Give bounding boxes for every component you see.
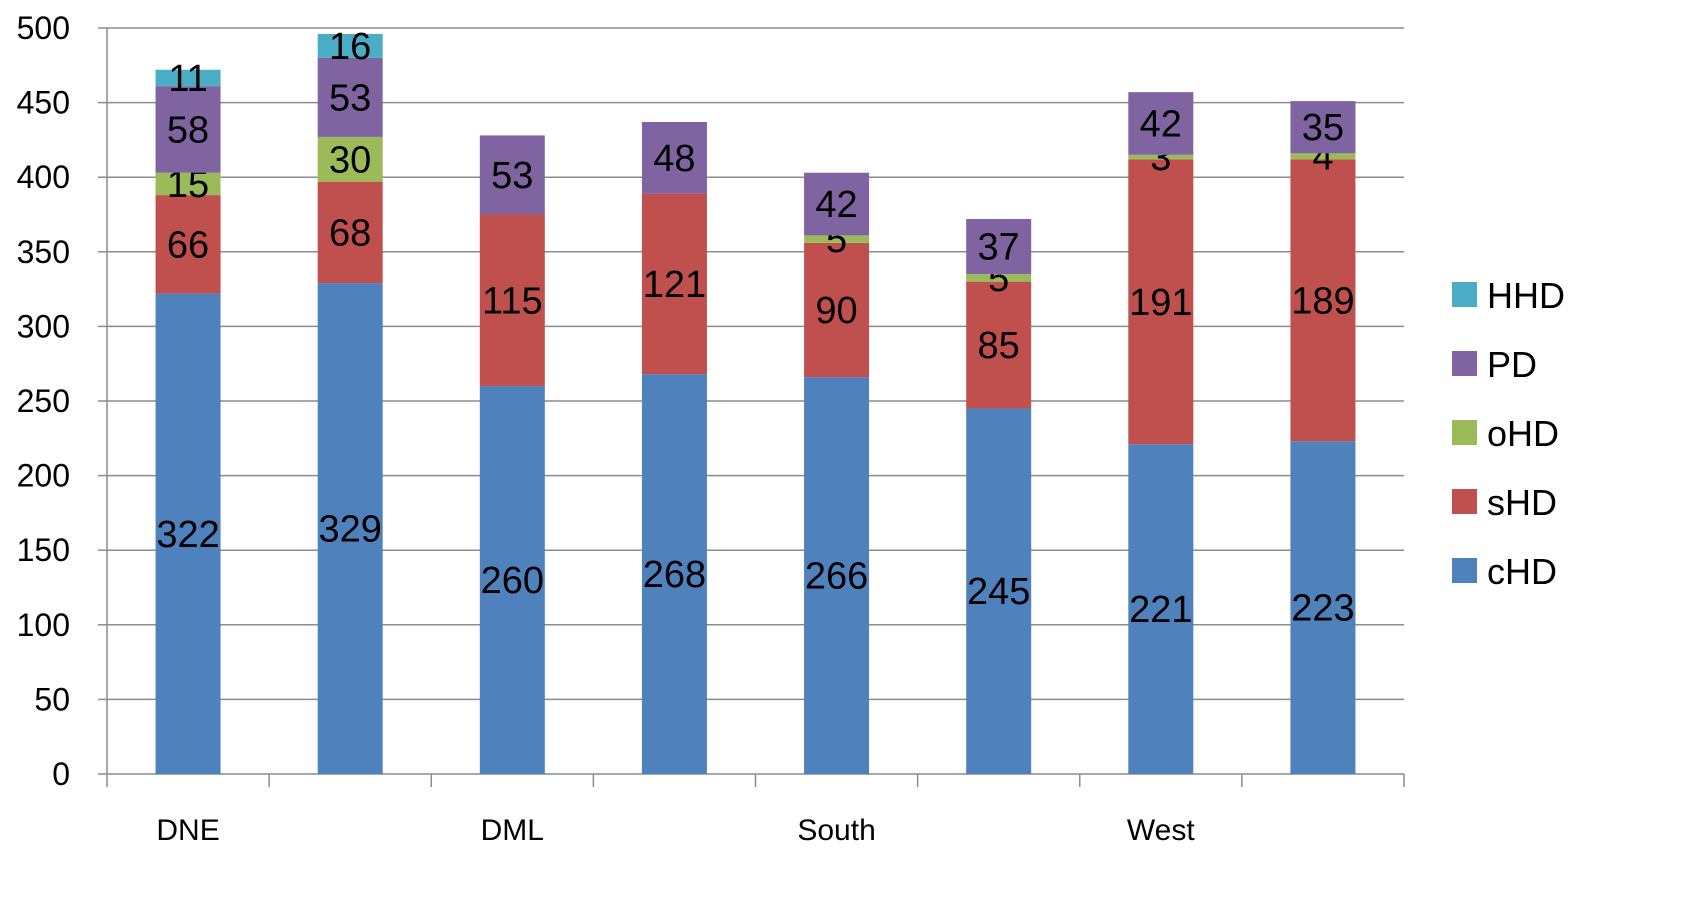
- data-label: 48: [653, 138, 695, 180]
- legend-swatch-shd: [1452, 489, 1477, 514]
- bar-segment-chd: [479, 386, 545, 774]
- data-label: 260: [481, 560, 544, 602]
- bar-segment-shd: [479, 214, 545, 387]
- x-category-label: DML: [481, 814, 544, 847]
- y-tick-label: 0: [52, 756, 70, 792]
- y-tick-label: 400: [17, 159, 70, 195]
- bar-segment-shd: [641, 193, 707, 375]
- bar-segment-shd: [317, 181, 383, 284]
- legend-swatch-chd: [1452, 558, 1477, 583]
- data-label: 223: [1291, 588, 1354, 630]
- y-tick-label: 450: [17, 85, 70, 121]
- y-tick-label: 200: [17, 458, 70, 494]
- legend-label-shd: sHD: [1487, 482, 1557, 523]
- data-label: 329: [318, 509, 381, 551]
- legend-label-ohd: oHD: [1487, 413, 1559, 454]
- bar-segment-pd: [641, 121, 707, 194]
- data-label: 53: [491, 155, 533, 197]
- legend-swatch-hhd: [1452, 282, 1477, 307]
- legend-swatch-pd: [1452, 351, 1477, 376]
- bar-segment-pd: [317, 57, 383, 137]
- data-label: 66: [167, 224, 209, 266]
- bar-segment-shd: [1128, 159, 1194, 445]
- bar-segment-shd: [155, 195, 221, 294]
- bar-segment-ohd: [1290, 153, 1356, 160]
- data-label: 35: [1302, 107, 1344, 149]
- bar-segment-pd: [1128, 92, 1194, 155]
- y-tick-label: 300: [17, 308, 70, 344]
- data-label: 266: [805, 556, 868, 598]
- data-label: 30: [329, 139, 371, 181]
- data-label: 221: [1129, 589, 1192, 631]
- data-label: 90: [815, 290, 857, 332]
- legend-swatch-ohd: [1452, 420, 1477, 445]
- legend-label-hhd: HHD: [1487, 275, 1565, 316]
- data-label: 11: [168, 58, 207, 100]
- bar-segment-chd: [804, 377, 870, 774]
- y-tick-label: 250: [17, 383, 70, 419]
- bar-segment-ohd: [804, 235, 870, 243]
- bar-segment-pd: [804, 172, 870, 236]
- data-label: 245: [967, 571, 1030, 613]
- data-label: 189: [1291, 280, 1354, 322]
- x-category-label: South: [797, 814, 875, 847]
- data-label: 37: [978, 227, 1020, 269]
- y-tick-label: 500: [17, 10, 70, 46]
- data-label: 42: [1140, 103, 1182, 145]
- bar-segment-ohd: [966, 274, 1032, 282]
- data-label: 191: [1129, 282, 1192, 324]
- y-tick-label: 150: [17, 532, 70, 568]
- bar-segment-hhd: [155, 69, 221, 87]
- bar-segment-pd: [1290, 101, 1356, 154]
- data-label: 68: [329, 212, 371, 254]
- bar-segment-shd: [1290, 159, 1356, 442]
- bar-segment-ohd: [1128, 154, 1194, 160]
- data-label: 268: [643, 554, 706, 596]
- data-label: 121: [643, 264, 706, 306]
- y-tick-label: 100: [17, 607, 70, 643]
- bar-segment-chd: [641, 374, 707, 774]
- bar-segment-shd: [804, 242, 870, 378]
- bar-segment-pd: [966, 218, 1032, 275]
- data-label: 115: [482, 280, 543, 322]
- data-label: 322: [156, 514, 219, 556]
- data-label: 53: [329, 77, 371, 119]
- bar-segment-pd: [479, 135, 545, 215]
- legend-label-chd: cHD: [1487, 551, 1557, 592]
- x-category-label: West: [1127, 814, 1195, 847]
- legend-label-pd: PD: [1487, 344, 1537, 385]
- data-label: 42: [815, 184, 857, 226]
- bar-segment-ohd: [317, 136, 383, 182]
- bar-segment-pd: [155, 86, 221, 173]
- bar-segment-shd: [966, 281, 1032, 409]
- y-tick-label: 50: [34, 681, 70, 717]
- data-label: 85: [978, 325, 1020, 367]
- x-category-label: DNE: [156, 814, 219, 847]
- bar-segment-chd: [317, 283, 383, 774]
- bar-segment-chd: [966, 408, 1032, 774]
- data-label: 16: [329, 26, 371, 68]
- bar-segment-hhd: [317, 33, 383, 58]
- bar-segment-chd: [155, 293, 221, 774]
- bar-segment-chd: [1128, 444, 1194, 774]
- data-label: 58: [167, 109, 209, 151]
- y-tick-label: 350: [17, 234, 70, 270]
- bar-segment-ohd: [155, 172, 221, 196]
- bar-segment-chd: [1290, 441, 1356, 774]
